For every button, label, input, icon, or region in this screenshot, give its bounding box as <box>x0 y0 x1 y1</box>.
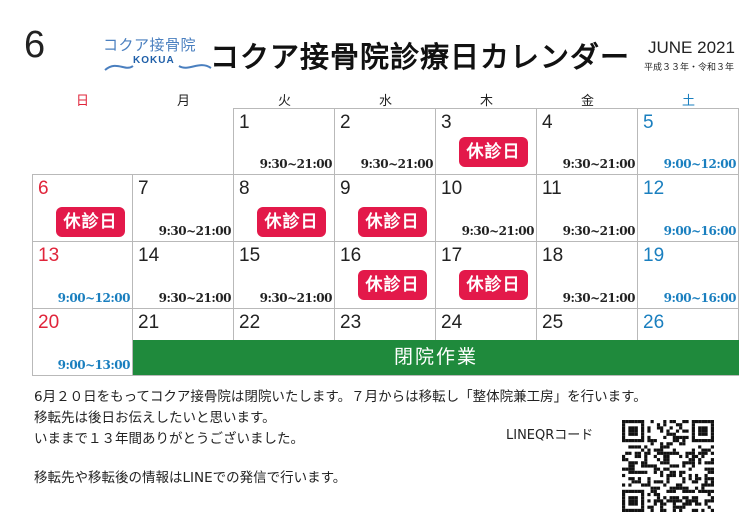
opening-hours: 9:30~21:00 <box>360 157 434 171</box>
day-number: 14 <box>138 245 160 266</box>
opening-hours: 9:00~13:00 <box>57 358 131 372</box>
closed-day-badge: 休診日 <box>56 207 125 237</box>
opening-hours: 9:30~21:00 <box>461 224 535 238</box>
weekday-label: 月 <box>176 94 190 109</box>
calendar-day-cell: 1 9:30~21:00 <box>234 108 335 175</box>
calendar-day-cell: 2 9:30~21:00 <box>335 108 436 175</box>
logo-english-text: KOKUA <box>133 55 175 66</box>
opening-hours: 9:30~21:00 <box>562 291 636 305</box>
calendar-day-cell: 8 休診日 <box>234 175 335 242</box>
opening-hours: 9:00~16:00 <box>663 224 737 238</box>
clinic-logo: コクア接骨院 KOKUA <box>103 38 213 72</box>
calendar-day-cell: 9 休診日 <box>335 175 436 242</box>
opening-hours: 9:30~21:00 <box>158 224 232 238</box>
calendar-day-cell: 7 9:30~21:00 <box>133 175 234 242</box>
opening-hours: 9:30~21:00 <box>259 291 333 305</box>
weekday-label: 水 <box>378 94 392 109</box>
opening-hours: 9:30~21:00 <box>259 157 333 171</box>
closed-day-badge: 休診日 <box>358 207 427 237</box>
notice-line-3: いままで１３年間ありがとうございました。 <box>34 431 304 447</box>
day-number: 24 <box>441 312 463 333</box>
qr-label: LINEQRコード <box>506 428 594 443</box>
closing-work-banner: 閉院作業 <box>133 340 739 375</box>
calendar-day-cell: 18 9:30~21:00 <box>537 242 638 309</box>
calendar-day-cell <box>133 108 234 175</box>
logo-wave-icon <box>104 64 212 71</box>
notice-line-2: 移転先は後日お伝えしたいと思います。 <box>34 410 276 426</box>
day-number: 10 <box>441 178 463 199</box>
calendar-day-cell: 5 9:00~12:00 <box>638 108 739 175</box>
page-title: コクア接骨院診療日カレンダー <box>210 40 631 74</box>
opening-hours: 9:30~21:00 <box>562 157 636 171</box>
day-number: 13 <box>38 245 60 266</box>
day-number: 21 <box>138 312 160 333</box>
opening-hours: 9:00~12:00 <box>663 157 737 171</box>
weekday-label: 金 <box>580 94 594 109</box>
calendar-day-cell: 10 9:30~21:00 <box>436 175 537 242</box>
opening-hours: 9:00~16:00 <box>663 291 737 305</box>
calendar-day-cell: 4 9:30~21:00 <box>537 108 638 175</box>
closed-day-badge: 休診日 <box>459 270 528 300</box>
calendar-grid: 1 9:30~21:00 2 9:30~21:00 3 休診日 4 9:30~21:00 5 9:… <box>32 108 739 376</box>
calendar-day-cell: 3 休診日 <box>436 108 537 175</box>
day-number: 5 <box>643 112 654 133</box>
closed-day-badge: 休診日 <box>257 207 326 237</box>
day-number: 23 <box>340 312 362 333</box>
calendar-day-cell: 16 休診日 <box>335 242 436 309</box>
calendar-day-cell: 19 9:00~16:00 <box>638 242 739 309</box>
calendar-day-cell: 17 休診日 <box>436 242 537 309</box>
notice-line-4: 移転先や移転後の情報はLINEでの発信で行います。 <box>34 470 347 486</box>
calendar-day-cell: 15 9:30~21:00 <box>234 242 335 309</box>
weekday-label: 木 <box>479 94 493 109</box>
calendar-day-cell: 14 9:30~21:00 <box>133 242 234 309</box>
line-qr-code-icon[interactable] <box>622 420 714 512</box>
notice-line-1: 6月２０日をもってコクア接骨院は閉院いたします。７月からは移転し「整体院兼工房」… <box>34 389 647 405</box>
logo-japanese-text: コクア接骨院 <box>103 36 197 54</box>
calendar-day-cell: 20 9:00~13:00 <box>32 309 133 376</box>
day-number: 16 <box>340 245 362 266</box>
day-number: 4 <box>542 112 553 133</box>
weekday-label: 火 <box>277 94 291 109</box>
day-number: 25 <box>542 312 564 333</box>
day-number: 1 <box>239 112 250 133</box>
day-number: 20 <box>38 312 60 333</box>
calendar-day-cell <box>32 108 133 175</box>
closed-day-badge: 休診日 <box>358 270 427 300</box>
calendar-day-cell: 13 9:00~12:00 <box>32 242 133 309</box>
month-year: JUNE 2021 <box>648 38 735 57</box>
opening-hours: 9:30~21:00 <box>562 224 636 238</box>
month-number: 6 <box>24 24 46 66</box>
day-number: 17 <box>441 245 463 266</box>
day-number: 3 <box>441 112 452 133</box>
day-number: 26 <box>643 312 665 333</box>
day-number: 12 <box>643 178 665 199</box>
day-number: 15 <box>239 245 261 266</box>
day-number: 9 <box>340 178 351 199</box>
closed-day-badge: 休診日 <box>459 137 528 167</box>
day-number: 2 <box>340 112 351 133</box>
day-number: 11 <box>542 178 562 199</box>
era-label: 平成３３年・令和３年 <box>644 63 735 73</box>
day-number: 19 <box>643 245 665 266</box>
weekday-label: 日 <box>75 94 89 109</box>
day-number: 18 <box>542 245 564 266</box>
calendar-day-cell: 11 9:30~21:00 <box>537 175 638 242</box>
opening-hours: 9:30~21:00 <box>158 291 232 305</box>
weekday-label: 土 <box>681 94 695 109</box>
calendar-day-cell: 6 休診日 <box>32 175 133 242</box>
day-number: 6 <box>38 178 49 199</box>
day-number: 22 <box>239 312 261 333</box>
opening-hours: 9:00~12:00 <box>57 291 131 305</box>
calendar-day-cell: 12 9:00~16:00 <box>638 175 739 242</box>
day-number: 7 <box>138 178 149 199</box>
day-number: 8 <box>239 178 250 199</box>
